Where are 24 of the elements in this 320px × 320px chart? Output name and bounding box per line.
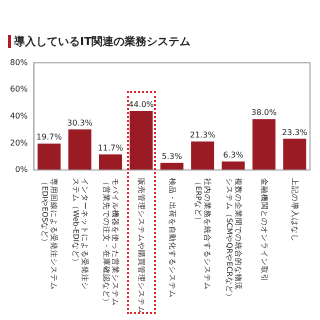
bar <box>38 144 61 170</box>
bar <box>99 154 122 170</box>
y-tick-label: 20% <box>10 138 28 148</box>
data-label: 21.3% <box>190 130 216 140</box>
y-tick-label: 80% <box>10 58 28 67</box>
chart-title: 導入しているIT関連の業務システム <box>14 34 191 49</box>
y-tick-label: 0% <box>15 165 28 174</box>
bar <box>160 162 184 170</box>
data-label: 44.0% <box>128 100 154 110</box>
bar <box>191 141 214 170</box>
data-label: 11.7% <box>98 143 124 152</box>
bar <box>222 162 245 170</box>
bar <box>130 111 153 170</box>
bar <box>252 119 276 170</box>
data-label: 38.0% <box>251 108 278 118</box>
bar <box>68 129 92 170</box>
data-label: 19.7% <box>36 132 62 142</box>
data-label: 5.3% <box>162 152 182 161</box>
data-label: 30.3% <box>67 118 93 128</box>
bar <box>283 138 306 170</box>
data-label: 6.3% <box>223 150 244 160</box>
y-tick-label: 60% <box>10 84 28 94</box>
data-label: 23.3% <box>282 128 308 137</box>
y-tick-label: 40% <box>10 111 28 120</box>
